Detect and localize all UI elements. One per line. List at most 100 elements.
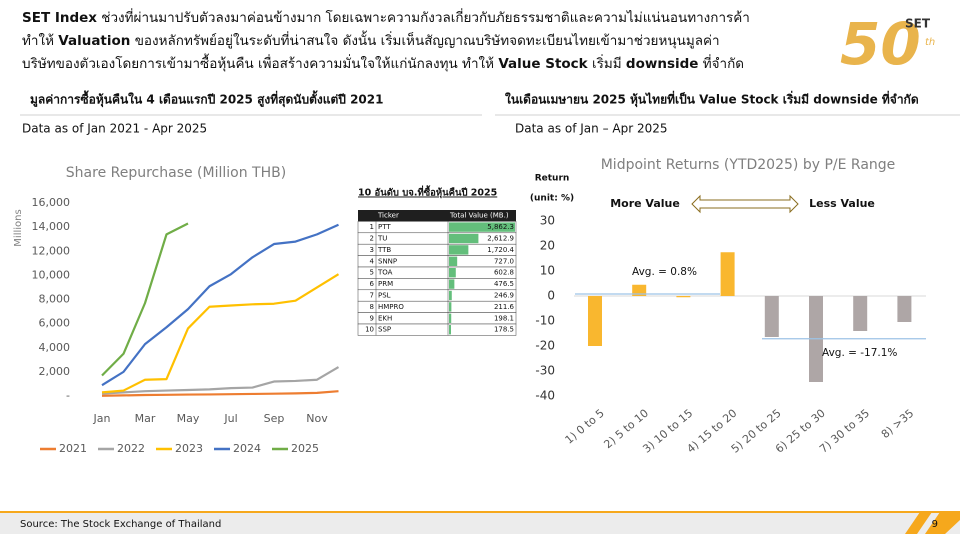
value-label: 2,612.9 [487, 235, 514, 243]
legend-label: 2024 [233, 442, 261, 455]
bar [853, 296, 868, 331]
value-label: 178.5 [494, 326, 514, 334]
legend-label: 2022 [117, 442, 145, 455]
value-label: 727.0 [494, 257, 514, 265]
rank: 3 [370, 246, 374, 254]
y-tick-label: 10,000 [32, 268, 71, 281]
page-number: 9 [932, 519, 938, 530]
y-tick-label: 4,000 [39, 341, 71, 354]
y-tick-label: 20 [540, 239, 555, 253]
bar [632, 284, 647, 296]
value-label: 246.9 [494, 292, 514, 300]
value-label: 1,720.4 [487, 246, 514, 254]
rank: 6 [370, 280, 375, 288]
y-axis-label: (unit: %) [530, 194, 574, 204]
y-tick-label: 14,000 [32, 220, 71, 233]
data-bar [449, 279, 455, 289]
series-line [101, 273, 340, 394]
panel-note: Data as of Jan – Apr 2025 [515, 122, 668, 136]
footer-source: Source: The Stock Exchange of Thailand [20, 519, 221, 530]
bar [676, 296, 691, 298]
ticker: PSL [378, 292, 391, 300]
table-row [357, 323, 517, 336]
panel-note: Data as of Jan 2021 - Apr 2025 [22, 122, 207, 136]
ticker: PRM [378, 280, 393, 288]
header-line: ทำให้ Valuation ของหลักทรัพย์อยู่ในระดับ… [22, 30, 720, 49]
logo-number: 50 [840, 10, 921, 78]
y-tick-label: 2,000 [39, 365, 71, 378]
header-segment: Valuation [58, 33, 130, 49]
footer-band [0, 512, 960, 534]
value-label: 211.6 [494, 303, 515, 311]
y-tick-label: 16,000 [32, 196, 71, 209]
data-bar [449, 302, 452, 312]
ticker: HMPRO [378, 303, 404, 311]
panel-heading: ในเดือนเมษายน 2025 หุ้นไทยที่เป็น Value … [505, 91, 919, 108]
ticker: TU [377, 235, 387, 243]
x-tick-label: Jan [93, 412, 111, 425]
y-tick-label: -20 [535, 339, 555, 353]
header-segment: ทำให้ [22, 32, 58, 49]
ticker: PTT [378, 223, 391, 231]
rank: 2 [370, 235, 374, 243]
legend-label: 2023 [175, 442, 203, 455]
series-line [101, 222, 189, 377]
value-label: 476.5 [494, 280, 514, 288]
column-header: Ticker [377, 212, 399, 220]
data-bar [449, 268, 456, 278]
rank: 7 [370, 292, 374, 300]
ticker: EKH [378, 314, 392, 322]
table-title: 10 อันดับ บจ.ที่ซื้อหุ้นคืนปี 2025 [358, 185, 497, 199]
header-segment: ที่จำกัด [698, 54, 744, 72]
rank: 1 [370, 223, 374, 231]
y-tick-label: 6,000 [39, 317, 71, 330]
data-bar [449, 325, 452, 335]
chart-title: Midpoint Returns (YTD2025) by P/E Range [601, 157, 896, 173]
series-line [101, 223, 339, 387]
y-tick-label: 10 [540, 264, 555, 278]
average-label: Avg. = -17.1% [822, 347, 897, 359]
data-bar [449, 256, 458, 266]
average-label: Avg. = 0.8% [632, 266, 697, 278]
bar [897, 296, 912, 322]
logo-brand: SET [905, 17, 931, 31]
ticker: SSP [378, 326, 391, 334]
value-label: 602.8 [494, 269, 514, 277]
data-bar [449, 313, 452, 323]
rank: 10 [365, 326, 374, 334]
y-tick-label: -30 [535, 364, 555, 378]
header-segment: Value Stock [498, 56, 588, 72]
y-tick-label: -40 [535, 389, 555, 403]
data-bar [449, 233, 479, 244]
x-tick-label: Jul [223, 412, 237, 425]
x-tick-label: Sep [264, 412, 285, 425]
y-tick-label: 8,000 [39, 293, 71, 306]
y-axis-label: Return [535, 174, 570, 184]
data-bar [449, 222, 515, 232]
value-label: 5,862.3 [487, 223, 514, 231]
data-bar [449, 245, 469, 255]
table-header [358, 210, 516, 222]
chart-title: Share Repurchase (Million THB) [66, 165, 286, 181]
header-segment: ของหลักทรัพย์อยู่ในระดับที่น่าสนใจ ดังนั… [130, 30, 719, 49]
series-line [101, 366, 340, 395]
annotation: More Value [610, 197, 680, 210]
rank: 9 [370, 314, 374, 322]
bar [720, 252, 735, 296]
header-line: บริษัทของตัวเองโดยการเข้ามาซื้อหุ้นคืน เ… [22, 53, 744, 72]
legend-label: 2021 [59, 442, 87, 455]
y-tick-label: 30 [540, 214, 555, 228]
data-bar [449, 290, 452, 301]
value-label: 198.1 [494, 314, 514, 322]
header-segment: บริษัทของตัวเองโดยการเข้ามาซื้อหุ้นคืน เ… [22, 53, 498, 72]
annotation: Less Value [809, 197, 875, 210]
ticker: TTB [377, 246, 391, 254]
logo-suffix: th [925, 37, 935, 48]
y-axis-label: Millions [13, 209, 24, 246]
header-line: SET Index ช่วงที่ผ่านมาปรับตัวลงมาค่อนข้… [22, 8, 750, 26]
x-tick-label: May [177, 412, 200, 425]
double-arrow [691, 194, 799, 214]
series-line [101, 390, 339, 397]
rank: 4 [370, 257, 375, 265]
